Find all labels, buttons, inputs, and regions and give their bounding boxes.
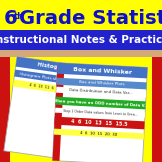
Polygon shape xyxy=(56,87,146,97)
Bar xyxy=(0,57,10,162)
Text: th: th xyxy=(14,12,24,21)
Text: Step 1 Order Data values from Least to Grea...: Step 1 Order Data values from Least to G… xyxy=(63,109,137,116)
Text: Grade Statistics: Grade Statistics xyxy=(19,9,162,28)
Text: 4  6  10  13  15  15.5: 4 6 10 13 15 15.5 xyxy=(71,119,128,127)
Text: Box and Whisker: Box and Whisker xyxy=(73,67,132,75)
Text: Histogram Plots show Data Distribution: Histogram Plots show Data Distribution xyxy=(19,72,99,87)
Text: When you have an ODD number of Data V...: When you have an ODD number of Data V... xyxy=(53,98,148,108)
Polygon shape xyxy=(54,129,144,139)
Polygon shape xyxy=(57,78,147,89)
Text: 6: 6 xyxy=(4,9,18,28)
Text: Instructional Notes & Practice: Instructional Notes & Practice xyxy=(0,35,162,45)
Bar xyxy=(0,30,162,50)
Polygon shape xyxy=(13,80,103,99)
Text: 4  6  10  15  20  30: 4 6 10 15 20 30 xyxy=(80,131,118,137)
Polygon shape xyxy=(55,97,146,109)
Text: Data Distribution and Data Var...: Data Distribution and Data Var... xyxy=(69,88,133,96)
Polygon shape xyxy=(52,63,65,161)
Bar xyxy=(0,49,162,57)
Polygon shape xyxy=(52,63,148,162)
Polygon shape xyxy=(54,117,145,129)
Polygon shape xyxy=(55,108,145,117)
Polygon shape xyxy=(57,63,148,78)
Bar xyxy=(152,57,162,162)
Polygon shape xyxy=(14,69,104,89)
Polygon shape xyxy=(16,57,106,79)
Text: 4  6  13  11  6  13  15  20  10  15: 4 6 13 11 6 13 15 20 10 15 xyxy=(29,83,87,95)
Text: Box and Whisker Plots: Box and Whisker Plots xyxy=(79,80,124,87)
Polygon shape xyxy=(4,57,106,162)
Text: Histogram Pl...: Histogram Pl... xyxy=(37,62,84,74)
